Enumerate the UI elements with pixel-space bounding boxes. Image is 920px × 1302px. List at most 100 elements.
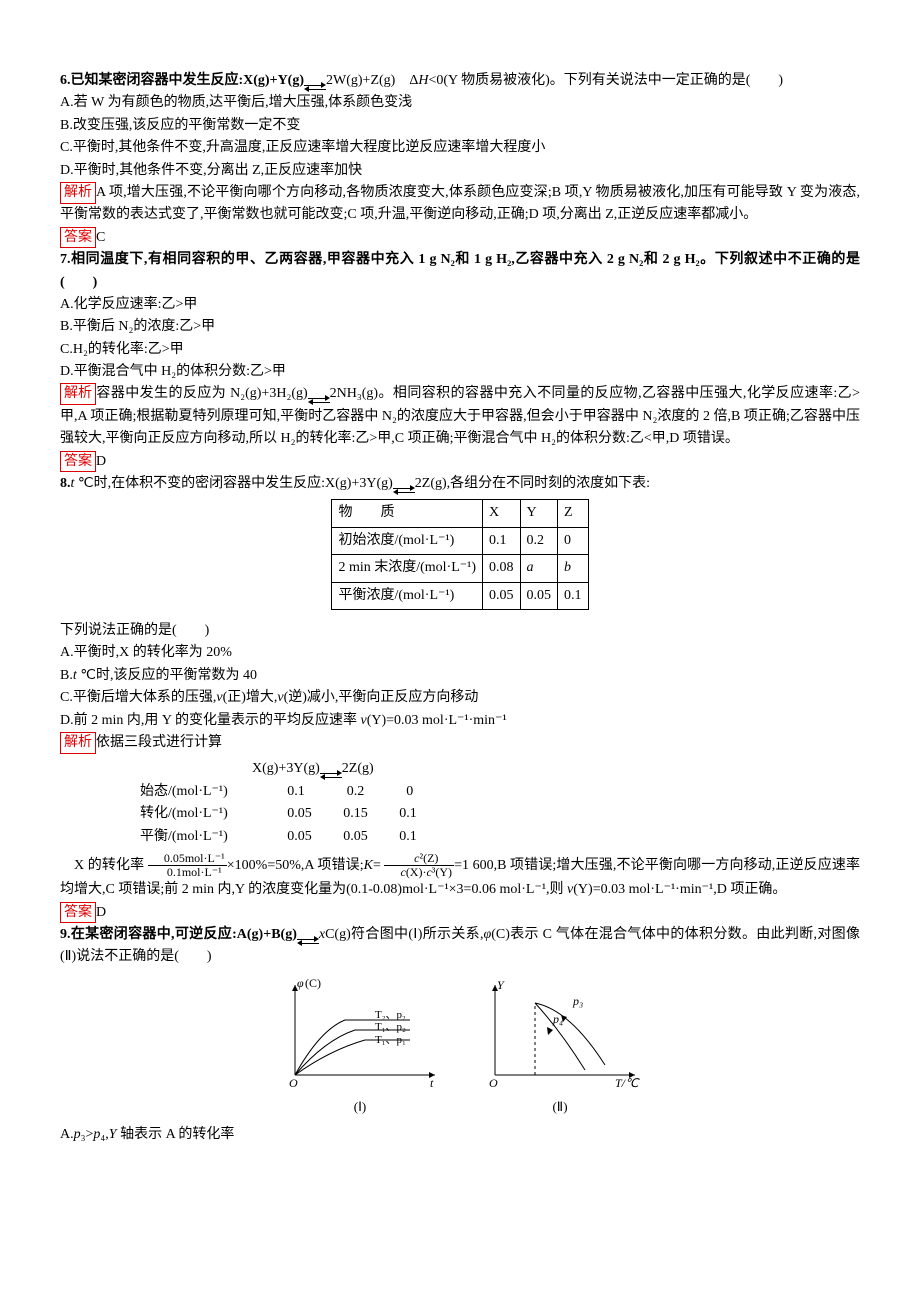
q9-a-p3: ₄,: [100, 1127, 108, 1142]
frac-conversion: 0.05mol·L⁻¹ 0.1mol·L⁻¹: [148, 852, 227, 879]
q8-opt-a: A.平衡时,X 的转化率为 20%: [60, 642, 860, 664]
analysis-tag: 解析: [60, 732, 96, 754]
frac-den: 0.1mol·L⁻¹: [148, 866, 227, 879]
q6-opt-d: D.平衡时,其他条件不变,分离出 Z,正反应速率加快: [60, 160, 860, 182]
chart1-xlabel: t: [430, 1076, 434, 1090]
frac-num: c²(Z): [384, 852, 454, 866]
q7-analysis-text1: 容器中发生的反应为 N₂(g)+3H₂(g): [96, 386, 308, 401]
q7-opt-b: B.平衡后 N₂的浓度:乙>甲: [60, 316, 860, 338]
analysis-tag: 解析: [60, 182, 96, 204]
answer-tag: 答案: [60, 227, 96, 249]
cell-ital: a: [527, 560, 534, 575]
cell: b: [558, 555, 589, 582]
q9-stem-p2: C(g)符合图中(Ⅰ)所示关系,: [325, 927, 483, 942]
q8-jiexi-head: 依据三段式进行计算: [96, 735, 222, 750]
q8-b-p2: ℃时,该反应的平衡常数为 40: [77, 668, 257, 683]
cell: 0.05: [520, 582, 558, 609]
q9-stem: 9.在某密闭容器中,可逆反应:A(g)+B(g)xC(g)符合图中(Ⅰ)所示关系…: [60, 924, 860, 969]
q9-a-p: p: [74, 1127, 81, 1142]
q8-d-p2: (Y)=0.03 mol·L⁻¹·min⁻¹: [367, 713, 507, 728]
frac-den: c(X)·c³(Y): [384, 866, 454, 879]
frac-num: 0.05mol·L⁻¹: [148, 852, 227, 866]
q7-analysis: 解析容器中发生的反应为 N₂(g)+3H₂(g)2NH₃(g)。相同容积的容器中…: [60, 383, 860, 450]
cell: 0.08: [483, 555, 521, 582]
q8-after-table: 下列说法正确的是( ): [60, 620, 860, 642]
chart2-caption: (Ⅱ): [475, 1097, 645, 1118]
q8-table: 物 质 X Y Z 初始浓度/(mol·L⁻¹) 0.1 0.2 0 2 min…: [331, 499, 588, 610]
q8-analysis-head: 解析依据三段式进行计算: [60, 732, 860, 754]
cell: 2 min 末浓度/(mol·L⁻¹): [332, 555, 483, 582]
chart2-p4: p₄: [552, 1012, 563, 1026]
q7-answer: 答案D: [60, 451, 860, 473]
answer-tag: 答案: [60, 451, 96, 473]
chart1-ylabel: φ: [297, 976, 304, 990]
q8-opt-d: D.前 2 min 内,用 Y 的变化量表示的平均反应速率 v(Y)=0.03 …: [60, 710, 860, 732]
q6-opt-c: C.平衡时,其他条件不变,升高温度,正反应速率增大程度比逆反应速率增大程度小: [60, 137, 860, 159]
ice-row2: 转化/(mol·L⁻¹) 0.05 0.15 0.1: [140, 803, 860, 825]
q8-answer-text: D: [96, 905, 106, 920]
q6-answer-text: C: [96, 230, 105, 245]
chart2-cell: Y O T/℃ p₃ p₄ (Ⅱ): [475, 975, 645, 1118]
cell: 0.1: [483, 527, 521, 554]
curve-label-2: T₁、p₂: [375, 1021, 406, 1033]
q6-opt-b: B.改变压强,该反应的平衡常数一定不变: [60, 115, 860, 137]
q7-opt-a: A.化学反应速率:乙>甲: [60, 294, 860, 316]
q6-opt-a: A.若 W 为有颜色的物质,达平衡后,增大压强,体系颜色变浅: [60, 92, 860, 114]
cell: 初始浓度/(mol·L⁻¹): [332, 527, 483, 554]
table-row: 初始浓度/(mol·L⁻¹) 0.1 0.2 0: [332, 527, 588, 554]
analysis-tag: 解析: [60, 383, 96, 405]
curve-label-1: T₂、p₂: [375, 1009, 406, 1021]
q9-a-p1: A.: [60, 1127, 74, 1142]
q8-d-p1: D.前 2 min 内,用 Y 的变化量表示的平均反应速率: [60, 713, 360, 728]
cell: a: [520, 555, 558, 582]
q6-answer: 答案C: [60, 227, 860, 249]
q6-stem-ital: H: [418, 73, 428, 88]
cell-ital: b: [564, 560, 571, 575]
th-substance: 物 质: [332, 500, 483, 527]
ice-table: X(g)+3Y(g)2Z(g) 始态/(mol·L⁻¹) 0.1 0.2 0 转…: [140, 758, 860, 848]
ice-eq: X(g)+3Y(g)2Z(g): [140, 758, 860, 780]
q8-c-p1: C.平衡后增大体系的压强,: [60, 690, 216, 705]
q7-opt-d: D.平衡混合气中 H₂的体积分数:乙>甲: [60, 361, 860, 383]
q8-opt-c: C.平衡后增大体系的压强,v(正)增大,v(逆)减小,平衡向正反应方向移动: [60, 687, 860, 709]
q7-opt-c: C.H₂的转化率:乙>甲: [60, 339, 860, 361]
q9-stem-p1: 9.在某密闭容器中,可逆反应:A(g)+B(g): [60, 927, 297, 942]
q9-a-p4: 轴表示 A 的转化率: [117, 1127, 235, 1142]
cell: 0.05: [483, 582, 521, 609]
q8-calc-pre: X 的转化率: [74, 858, 144, 873]
charts: φ (C) O t T₂、p₂ T₁、p₂ T₁、p₁ (Ⅰ) Y O T/℃: [60, 975, 860, 1118]
cell: 0.2: [520, 527, 558, 554]
q8-answer: 答案D: [60, 902, 860, 924]
q6-stem-part1: 6.已知某密闭容器中发生反应:X(g)+Y(g): [60, 73, 304, 88]
q8-b-p1: B.: [60, 668, 73, 683]
q8-stem-p2: ℃时,在体积不变的密闭容器中发生反应:X(g)+3Y(g): [74, 476, 392, 491]
cell: 平衡浓度/(mol·L⁻¹): [332, 582, 483, 609]
chart2-origin: O: [489, 1076, 498, 1090]
chart1-origin: O: [289, 1076, 298, 1090]
table-row: 平衡浓度/(mol·L⁻¹) 0.05 0.05 0.1: [332, 582, 588, 609]
table-row: 2 min 末浓度/(mol·L⁻¹) 0.08 a b: [332, 555, 588, 582]
table-row: 物 质 X Y Z: [332, 500, 588, 527]
q8-stem: 8.t ℃时,在体积不变的密闭容器中发生反应:X(g)+3Y(g)2Z(g),各…: [60, 473, 860, 495]
q8-c-p3: (逆)减小,平衡向正反应方向移动: [284, 690, 479, 705]
q6-stem: 6.已知某密闭容器中发生反应:X(g)+Y(g) 2W(g)+Z(g) ΔH<0(…: [60, 70, 860, 92]
q6-stem-part2: 2W(g)+Z(g) Δ: [326, 73, 418, 88]
q6-stem-part3: <0(Y 物质易被液化)。下列有关说法中一定正确的是( ): [428, 73, 783, 88]
chart2-xlabel: T/℃: [615, 1076, 640, 1090]
q6-analysis-text: A 项,增大压强,不论平衡向哪个方向移动,各物质浓度变大,体系颜色应变深;B 项…: [60, 185, 860, 222]
q7-stem-text: 7.相同温度下,有相同容积的甲、乙两容器,甲容器中充入 1 g N₂和 1 g …: [60, 252, 860, 289]
chart1-svg: φ (C) O t T₂、p₂ T₁、p₂ T₁、p₁: [275, 975, 445, 1095]
curve-label-3: T₁、p₁: [375, 1034, 406, 1046]
q8-opt-b: B.t ℃时,该反应的平衡常数为 40: [60, 665, 860, 687]
q7-answer-text: D: [96, 454, 106, 469]
answer-tag: 答案: [60, 902, 96, 924]
chart1-cell: φ (C) O t T₂、p₂ T₁、p₂ T₁、p₁ (Ⅰ): [275, 975, 445, 1118]
chart1-caption: (Ⅰ): [275, 1097, 445, 1118]
chart1-ylabel2: (C): [305, 976, 321, 990]
q8-c-p2: (正)增大,: [223, 690, 278, 705]
cell: 0.1: [558, 582, 589, 609]
chart2-p3: p₃: [572, 994, 583, 1008]
q9-a-p2: ₃>: [81, 1127, 94, 1142]
frac-K: c²(Z) c(X)·c³(Y): [384, 852, 454, 879]
q8-eq: =: [373, 858, 381, 873]
